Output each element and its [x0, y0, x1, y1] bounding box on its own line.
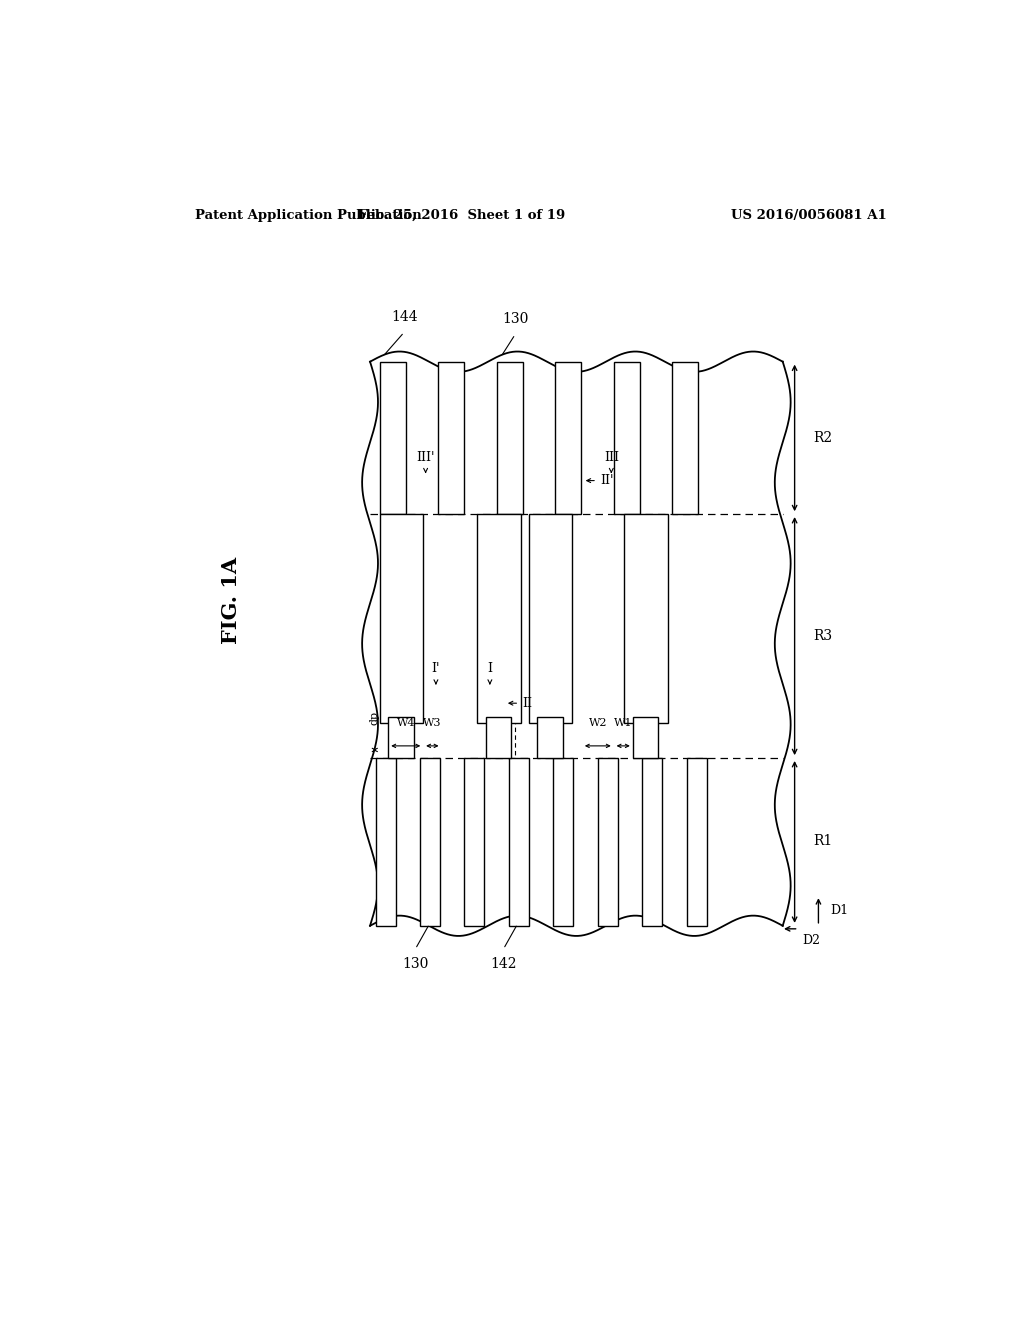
- Bar: [497, 362, 523, 515]
- Bar: [633, 718, 658, 758]
- Bar: [477, 515, 521, 722]
- Text: dp: dp: [370, 710, 380, 725]
- Bar: [642, 758, 663, 925]
- Bar: [598, 758, 617, 925]
- Text: II': II': [600, 474, 613, 487]
- Bar: [486, 718, 511, 758]
- Text: I': I': [432, 663, 440, 675]
- Bar: [465, 758, 484, 925]
- Bar: [377, 758, 396, 925]
- Bar: [687, 758, 707, 925]
- Text: FIG. 1A: FIG. 1A: [221, 557, 242, 644]
- Bar: [420, 758, 440, 925]
- Text: D1: D1: [830, 904, 849, 917]
- Text: W2: W2: [589, 718, 607, 727]
- Text: 130: 130: [402, 957, 428, 972]
- Bar: [553, 758, 573, 925]
- Bar: [509, 758, 528, 925]
- Text: Feb. 25, 2016  Sheet 1 of 19: Feb. 25, 2016 Sheet 1 of 19: [357, 209, 565, 222]
- Text: D2: D2: [803, 935, 820, 946]
- Text: III': III': [417, 450, 435, 463]
- Text: 130: 130: [502, 312, 528, 326]
- Bar: [528, 515, 572, 722]
- Bar: [538, 718, 563, 758]
- Bar: [613, 362, 640, 515]
- Bar: [437, 362, 464, 515]
- Text: W1: W1: [614, 718, 633, 727]
- Text: 144: 144: [391, 310, 418, 325]
- Text: Patent Application Publication: Patent Application Publication: [196, 209, 422, 222]
- Text: W3: W3: [423, 718, 441, 727]
- Bar: [380, 515, 423, 722]
- Text: I: I: [487, 663, 493, 675]
- Text: US 2016/0056081 A1: US 2016/0056081 A1: [731, 209, 887, 222]
- Text: R1: R1: [813, 834, 833, 849]
- Text: III: III: [604, 450, 618, 463]
- Bar: [672, 362, 697, 515]
- Text: II: II: [522, 697, 532, 710]
- Bar: [388, 718, 414, 758]
- Text: 142: 142: [490, 957, 517, 972]
- Bar: [380, 362, 406, 515]
- Bar: [555, 362, 582, 515]
- Text: R2: R2: [813, 430, 833, 445]
- Bar: [624, 515, 668, 722]
- Text: W4: W4: [396, 718, 415, 727]
- Text: R3: R3: [813, 630, 833, 643]
